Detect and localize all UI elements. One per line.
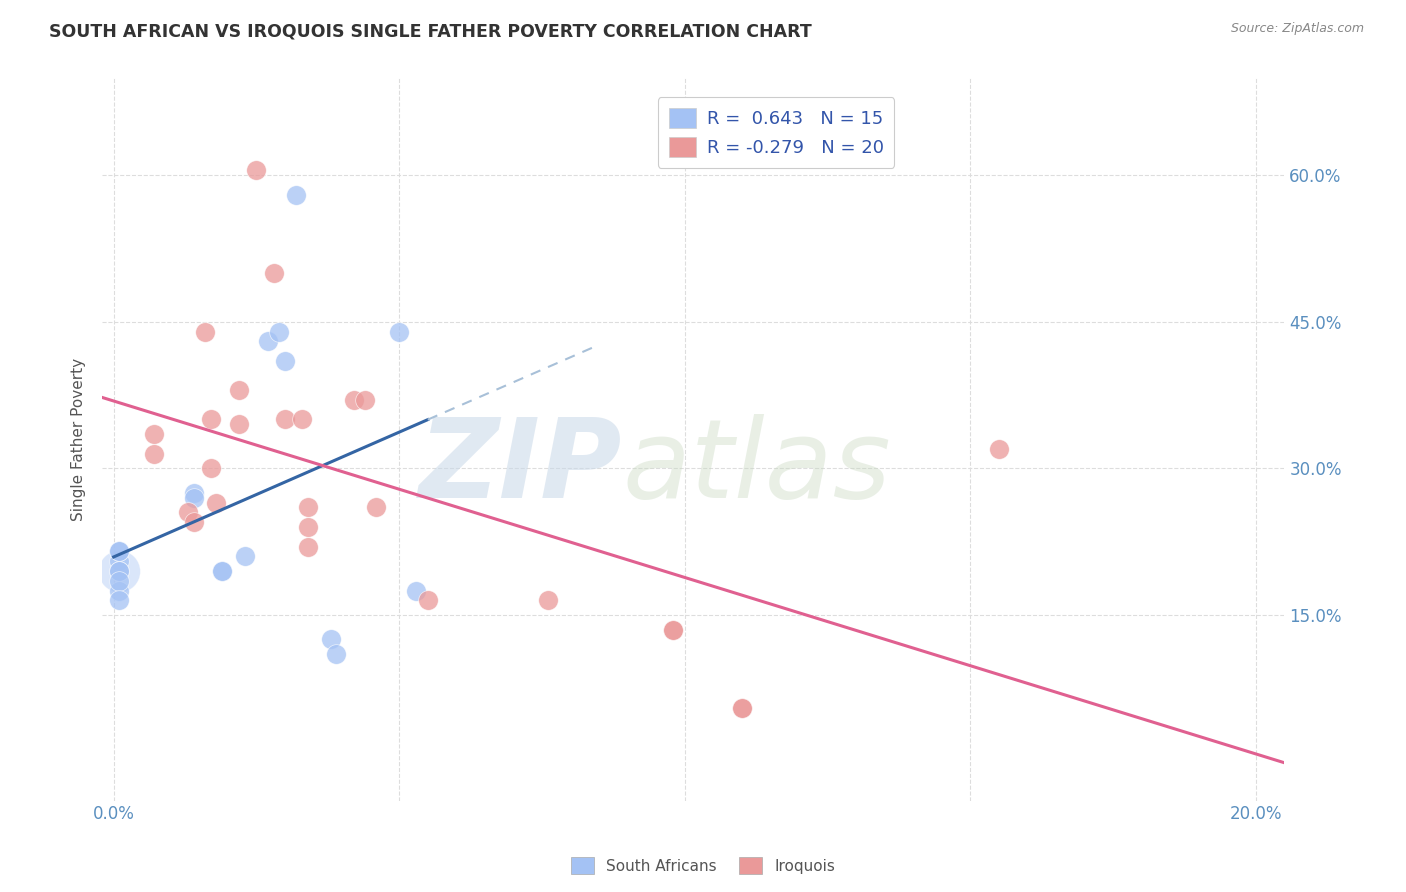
Point xyxy=(388,325,411,339)
Point xyxy=(291,412,314,426)
Point xyxy=(108,564,131,578)
Point xyxy=(256,334,278,349)
Point xyxy=(342,392,364,407)
Point xyxy=(108,544,131,558)
Point xyxy=(228,417,250,432)
Point xyxy=(211,564,233,578)
Point xyxy=(142,427,165,442)
Text: SOUTH AFRICAN VS IROQUOIS SINGLE FATHER POVERTY CORRELATION CHART: SOUTH AFRICAN VS IROQUOIS SINGLE FATHER … xyxy=(49,22,811,40)
Point xyxy=(263,266,285,280)
Point xyxy=(405,583,427,598)
Point xyxy=(731,700,754,714)
Point xyxy=(297,540,319,554)
Point xyxy=(319,632,342,647)
Point xyxy=(297,520,319,534)
Point xyxy=(354,392,377,407)
Point xyxy=(200,412,222,426)
Point xyxy=(108,564,131,578)
Point xyxy=(233,549,256,564)
Point xyxy=(662,623,685,637)
Point xyxy=(108,564,131,578)
Point xyxy=(285,187,308,202)
Point xyxy=(183,485,205,500)
Point xyxy=(108,583,131,598)
Legend: South Africans, Iroquois: South Africans, Iroquois xyxy=(565,851,841,880)
Point xyxy=(194,325,217,339)
Point xyxy=(662,623,685,637)
Point xyxy=(228,383,250,397)
Point xyxy=(108,574,131,588)
Point xyxy=(987,442,1010,456)
Point xyxy=(205,495,228,509)
Text: ZIP: ZIP xyxy=(419,415,623,522)
Point xyxy=(142,447,165,461)
Point xyxy=(245,163,267,178)
Legend: R =  0.643   N = 15, R = -0.279   N = 20: R = 0.643 N = 15, R = -0.279 N = 20 xyxy=(658,97,894,168)
Point xyxy=(537,593,560,607)
Y-axis label: Single Father Poverty: Single Father Poverty xyxy=(72,358,86,521)
Point xyxy=(274,412,297,426)
Point xyxy=(731,700,754,714)
Point xyxy=(211,564,233,578)
Point xyxy=(325,647,347,661)
Point xyxy=(108,554,131,568)
Point xyxy=(200,461,222,475)
Point xyxy=(297,500,319,515)
Point xyxy=(183,491,205,505)
Text: atlas: atlas xyxy=(623,415,891,522)
Point xyxy=(366,500,388,515)
Point xyxy=(183,515,205,529)
Point xyxy=(269,325,291,339)
Point xyxy=(108,593,131,607)
Point xyxy=(274,354,297,368)
Point xyxy=(108,544,131,558)
Point xyxy=(177,505,200,519)
Text: Source: ZipAtlas.com: Source: ZipAtlas.com xyxy=(1230,22,1364,36)
Point xyxy=(416,593,439,607)
